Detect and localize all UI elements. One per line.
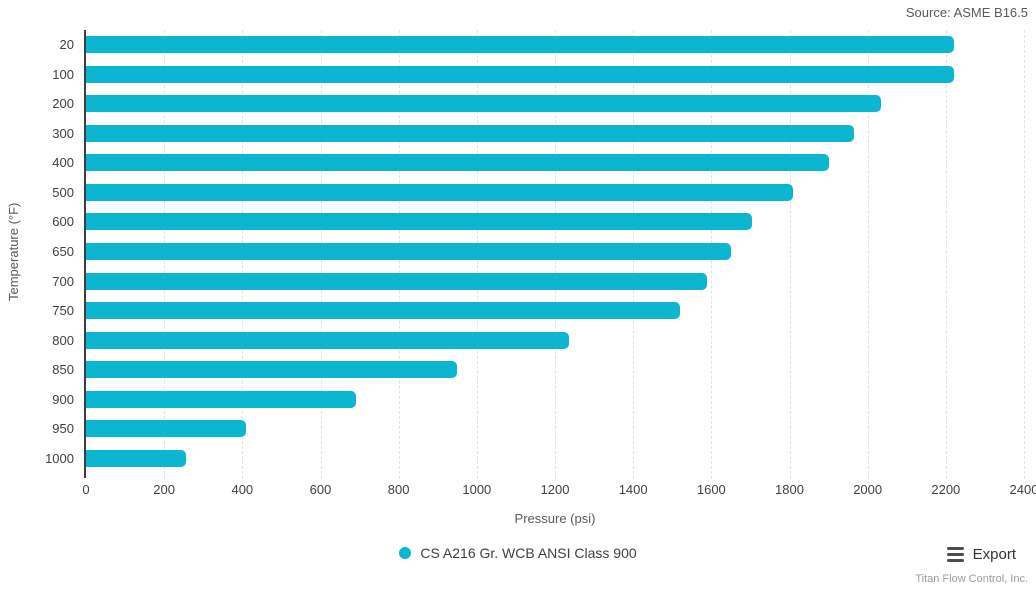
export-button-label: Export <box>972 546 1016 563</box>
y-tick-label: 700 <box>52 273 74 289</box>
y-tick-label: 500 <box>52 184 74 200</box>
legend-item[interactable]: CS A216 Gr. WCB ANSI Class 900 <box>399 545 637 561</box>
y-tick-label: 650 <box>52 243 74 259</box>
y-tick-label: 200 <box>52 96 74 112</box>
bar-row: 650 <box>52 237 1024 267</box>
gridline <box>867 30 869 479</box>
bar-row: 600 <box>52 207 1024 237</box>
y-tick-label: 600 <box>52 214 74 230</box>
bar-row: 100 <box>52 60 1024 90</box>
x-tick-label: 2400 <box>1009 482 1036 497</box>
x-tick-label: 1000 <box>462 482 492 497</box>
source-note: Source: ASME B16.5 <box>905 5 1028 20</box>
bar-row: 20 <box>60 30 1024 60</box>
y-tick-label: 100 <box>52 66 74 82</box>
bar-row: 850 <box>52 355 1024 385</box>
pressure-bar-300F <box>86 124 854 142</box>
pressure-bar-100F <box>86 65 954 83</box>
pressure-bar-850F <box>86 361 458 379</box>
bar-row: 750 <box>52 296 1024 326</box>
export-button[interactable]: Export <box>946 544 1016 565</box>
bar-row: 400 <box>52 148 1024 178</box>
y-axis-line <box>84 30 86 478</box>
x-tick-label: 0 <box>82 482 90 497</box>
y-tick-label: 950 <box>52 421 74 437</box>
x-tick-label: 800 <box>387 482 410 497</box>
legend: CS A216 Gr. WCB ANSI Class 900 <box>0 545 1036 561</box>
pressure-bar-200F <box>86 95 882 113</box>
y-tick-label: 900 <box>52 391 74 407</box>
y-tick-label: 750 <box>52 303 74 319</box>
x-tick-label: 1400 <box>618 482 648 497</box>
bar-row: 500 <box>52 178 1024 208</box>
y-tick-label: 1000 <box>45 450 74 466</box>
y-tick-label: 20 <box>59 37 74 53</box>
y-tick-label: 850 <box>52 362 74 378</box>
x-tick-label: 1800 <box>775 482 804 497</box>
pressure-bar-700F <box>86 272 708 290</box>
pressure-bar-600F <box>86 213 753 231</box>
gridline <box>1024 30 1025 479</box>
bar-row: 1000 <box>45 443 1024 473</box>
pressure-bar-800F <box>86 331 569 349</box>
pressure-bar-900F <box>86 390 356 408</box>
y-tick-label: 400 <box>52 155 74 171</box>
pressure-bar-750F <box>86 302 681 320</box>
pressure-bar-950F <box>86 420 247 438</box>
bar-row: 200 <box>52 89 1024 119</box>
gridline <box>789 30 791 479</box>
pressure-bar-500F <box>86 183 794 201</box>
bar-row: 300 <box>52 119 1024 149</box>
x-tick-label: 200 <box>153 482 176 497</box>
y-tick-label: 300 <box>52 125 74 141</box>
pressure-bar-1000F <box>86 449 186 467</box>
x-axis-title: Pressure (psi) <box>514 511 596 526</box>
x-tick-label: 2000 <box>853 482 883 497</box>
hamburger-menu-icon <box>946 547 964 562</box>
x-tick-label: 1200 <box>540 482 570 497</box>
bar-row: 700 <box>52 266 1024 296</box>
y-axis-title: Temperature (°F) <box>6 202 21 301</box>
bar-row: 900 <box>52 384 1024 414</box>
pressure-bar-650F <box>86 242 731 260</box>
bar-row: 950 <box>52 414 1024 444</box>
x-tick-label: 2200 <box>931 482 961 497</box>
gridline <box>945 30 947 479</box>
company-credit: Titan Flow Control, Inc. <box>915 573 1028 585</box>
x-tick-labels: 0 200 400 600 800 1000 1200 1400 1600 1800 2000 220… <box>82 482 1036 499</box>
legend-series-label: CS A216 Gr. WCB ANSI Class 900 <box>420 545 637 561</box>
x-tick-label: 600 <box>309 482 332 497</box>
pressure-bar-20F <box>86 36 954 54</box>
y-tick-label: 800 <box>52 332 74 348</box>
x-tick-label: 400 <box>231 482 254 497</box>
plot-area: 20 100 200 300 400 500 600 650 700 750 800 850 900 95… <box>45 30 1025 479</box>
x-tick-label: 1600 <box>696 482 726 497</box>
legend-series-dot-icon <box>399 547 412 559</box>
bar-rows: 20 100 200 300 400 500 600 650 700 750 800 850 900 95… <box>45 30 1024 473</box>
bar-row: 800 <box>52 325 1024 355</box>
pressure-bar-400F <box>86 154 829 172</box>
